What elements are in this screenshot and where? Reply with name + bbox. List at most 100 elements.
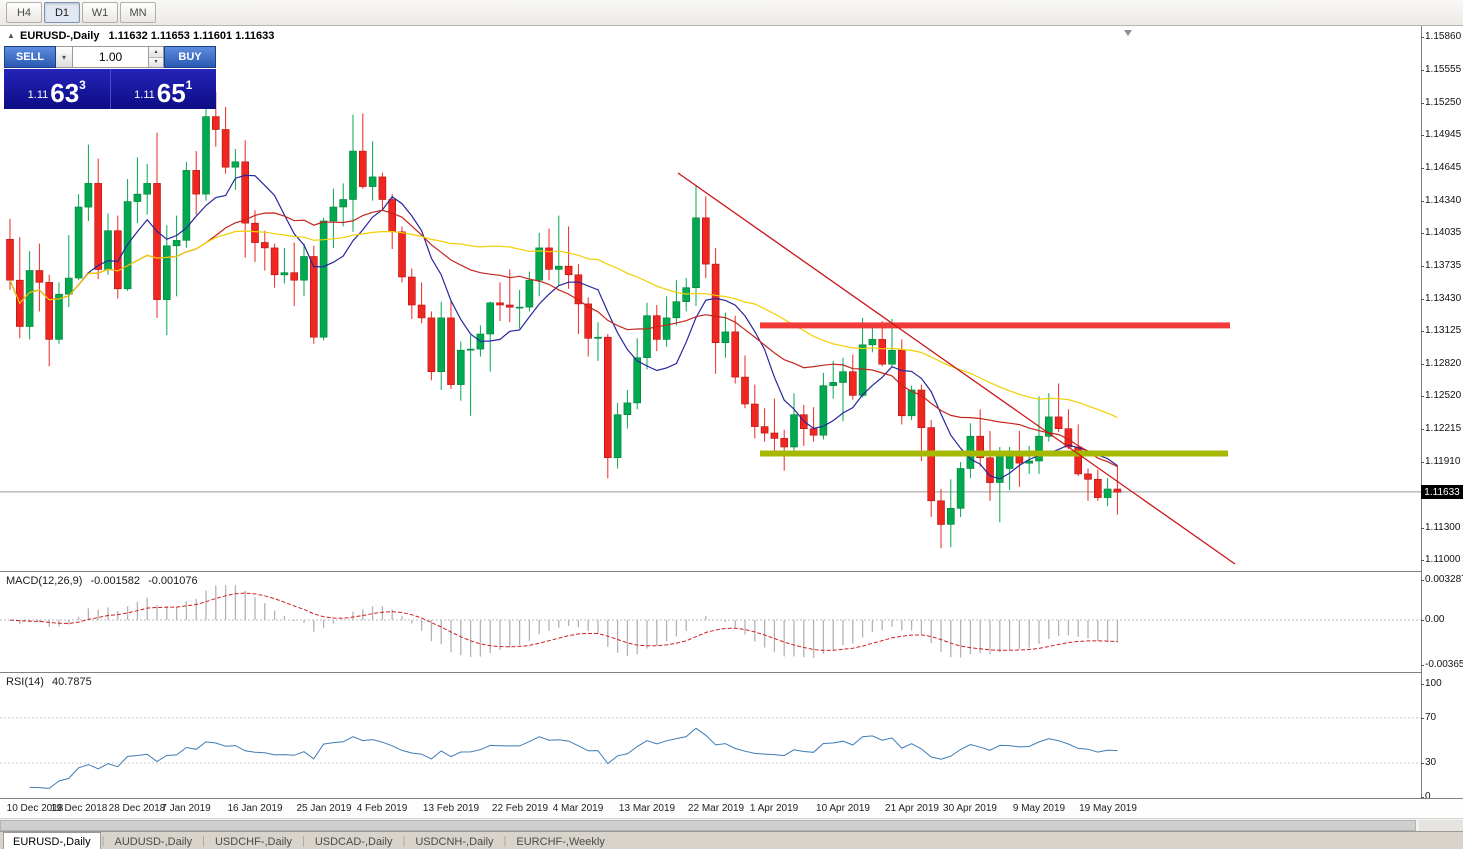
- candle-body: [554, 265, 563, 270]
- date-axis[interactable]: 10 Dec 2018 19 Dec 2018 28 Dec 2018 7 Jan 2…: [0, 798, 1463, 818]
- trade-controls-row: SELL ▾ ▴ ▾ BUY: [4, 46, 216, 68]
- price-chart-canvas[interactable]: [0, 26, 1421, 570]
- candle-body: [358, 150, 367, 187]
- candle-body: [74, 206, 83, 279]
- volume-input[interactable]: [73, 46, 149, 68]
- buy-price-quote[interactable]: 1.11 65 1: [110, 69, 216, 109]
- candle-body: [6, 239, 14, 281]
- candle-body: [456, 349, 465, 385]
- volume-step-up-icon[interactable]: ▴: [149, 47, 163, 58]
- chart-tab-eurusd-daily[interactable]: EURUSD-,Daily: [3, 832, 101, 849]
- chart-tab-audusd-daily[interactable]: AUDUSD-,Daily: [114, 835, 193, 848]
- macd-chart-canvas[interactable]: [0, 572, 1421, 672]
- timeframe-button-mn[interactable]: MN: [120, 2, 156, 23]
- candle-body: [94, 183, 102, 270]
- timeframe-button-h4[interactable]: H4: [6, 2, 42, 23]
- timeframe-button-w1[interactable]: W1: [82, 2, 118, 23]
- moving-average-line-45: [9, 230, 1118, 419]
- candle-body: [163, 245, 171, 300]
- date-axis-label: 22 Mar 2019: [687, 803, 745, 814]
- chart-ohlc-values: 1.11632 1.11653 1.11601 1.11633: [108, 30, 275, 42]
- date-axis-label: 10 Dec 2018: [6, 803, 64, 814]
- buy-button[interactable]: BUY: [164, 46, 216, 68]
- candle-body: [907, 389, 916, 417]
- date-axis-label: 4 Feb 2019: [356, 803, 408, 814]
- price-axis[interactable]: [1421, 26, 1463, 818]
- candle-body: [260, 242, 269, 249]
- candle-body: [388, 199, 397, 233]
- date-axis-label: 10 Apr 2019: [816, 803, 870, 814]
- candle-body: [251, 222, 259, 243]
- sell-price-big: 63: [50, 78, 80, 108]
- timeframe-button-group: H4 D1 W1 MN: [6, 2, 156, 23]
- candle-body: [711, 263, 720, 344]
- date-axis-label: 7 Jan 2019: [161, 803, 211, 814]
- date-axis-label: 16 Jan 2019: [227, 803, 283, 814]
- candle-body: [917, 389, 926, 429]
- macd-indicator-panel[interactable]: MACD(12,26,9) -0.001582 -0.001076: [0, 571, 1421, 672]
- resistance-horizontal-line[interactable]: [760, 322, 1230, 329]
- macd-signal-value: -0.001076: [148, 575, 198, 587]
- candle-body: [1084, 473, 1092, 480]
- candle-body: [104, 230, 112, 270]
- candle-body: [633, 357, 642, 404]
- sell-button[interactable]: SELL: [4, 46, 56, 68]
- rsi-indicator-panel[interactable]: RSI(14) 40.7875: [0, 672, 1421, 798]
- candle-body: [486, 302, 495, 335]
- date-axis-label: 19 Dec 2018: [50, 803, 108, 814]
- chart-tab-usdcad-daily[interactable]: USDCAD-,Daily: [314, 835, 393, 848]
- candle-body: [574, 274, 583, 305]
- candle-body: [535, 247, 544, 281]
- scrollbar-thumb[interactable]: [0, 820, 1416, 831]
- candle-body: [1113, 488, 1122, 493]
- tab-separator: |: [101, 834, 105, 847]
- rsi-line: [29, 727, 1118, 789]
- date-axis-label: 30 Apr 2019: [943, 803, 997, 814]
- candle-body: [594, 336, 602, 339]
- timeframe-button-d1[interactable]: D1: [44, 2, 80, 23]
- candle-body: [780, 438, 789, 448]
- candle-body: [672, 301, 681, 319]
- trade-quotes-row: 1.11 63 3 1.11 65 1: [4, 69, 216, 109]
- macd-name: MACD(12,26,9): [6, 575, 83, 587]
- chart-tab-eurchf-weekly[interactable]: EURCHF-,Weekly: [516, 835, 605, 848]
- candle-body: [956, 468, 965, 509]
- candle-body: [760, 426, 769, 434]
- rsi-chart-canvas[interactable]: [0, 673, 1421, 798]
- candle-body: [35, 270, 44, 283]
- candle-body: [545, 247, 553, 270]
- chart-tab-usdcnh-daily[interactable]: USDCNH-,Daily: [415, 835, 494, 848]
- date-axis-label: 25 Jan 2019: [296, 803, 352, 814]
- candle-body: [897, 349, 906, 417]
- candle-body: [1103, 488, 1112, 498]
- candle-body: [368, 176, 377, 187]
- candle-body: [378, 176, 387, 200]
- candle-body: [25, 270, 34, 327]
- candle-body: [829, 382, 838, 386]
- sell-price-quote[interactable]: 1.11 63 3: [4, 69, 111, 109]
- candle-body: [564, 265, 573, 276]
- horizontal-scrollbar[interactable]: [0, 818, 1463, 831]
- scrollbar-corner: [1419, 820, 1463, 831]
- candle-body: [848, 371, 857, 396]
- chart-tab-usdchf-daily[interactable]: USDCHF-,Daily: [214, 835, 292, 848]
- support-horizontal-line[interactable]: [760, 450, 1228, 457]
- price-chart-area[interactable]: [0, 26, 1421, 571]
- current-price-tag: 1.11633: [1421, 485, 1463, 499]
- volume-dropdown-icon[interactable]: ▾: [56, 46, 73, 68]
- sell-price-sup: 3: [79, 78, 86, 92]
- candle-body: [819, 385, 828, 436]
- candle-body: [172, 240, 181, 247]
- candle-body: [927, 427, 936, 502]
- candle-body: [212, 116, 220, 130]
- candle-body: [643, 315, 651, 359]
- descending-trendline[interactable]: [677, 172, 1236, 565]
- date-axis-label: 13 Mar 2019: [618, 803, 676, 814]
- candle-body: [280, 272, 289, 276]
- candle-body: [270, 247, 279, 276]
- sell-price-small: 1.11: [27, 89, 49, 101]
- rsi-value: 40.7875: [51, 676, 92, 688]
- chart-collapse-icon[interactable]: ▲: [7, 31, 15, 40]
- volume-step-down-icon[interactable]: ▾: [149, 57, 163, 67]
